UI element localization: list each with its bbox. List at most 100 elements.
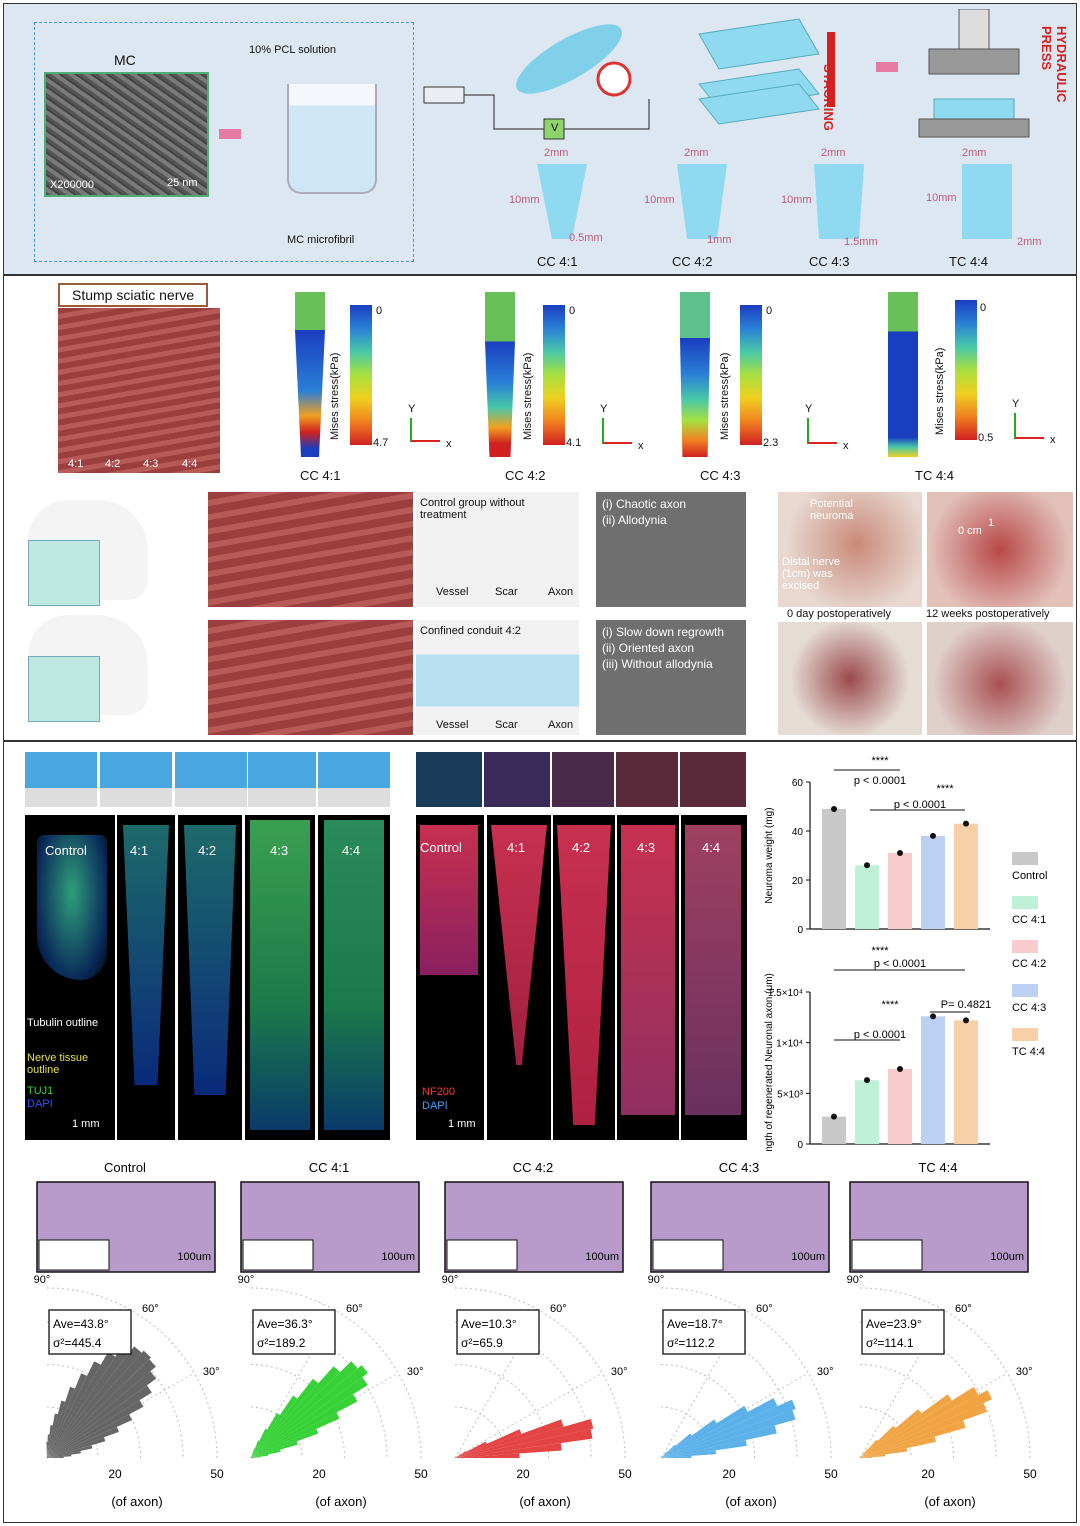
rose-wedge [251, 1394, 358, 1458]
scale-label: 1 mm [448, 1118, 476, 1130]
p-value: p < 0.0001 [874, 958, 926, 970]
y-tick-label: 0 [797, 925, 803, 936]
angle-label: 30° [407, 1366, 424, 1378]
he-scale: 100um [990, 1251, 1024, 1263]
rose-wedge [661, 1410, 796, 1458]
he-inset [446, 1239, 518, 1271]
bar [822, 808, 846, 929]
p-value: p < 0.0001 [854, 1029, 906, 1041]
neuroma-label: Potential neuroma [810, 498, 854, 522]
conduit-cc41 [537, 164, 587, 239]
axis-x-label: x [638, 440, 644, 452]
conduit-name: CC 4:2 [672, 254, 713, 269]
conduit-len: 10mm [926, 192, 957, 204]
rose-wedge [860, 1425, 896, 1458]
nerve-closeup [208, 492, 413, 607]
he-title: CC 4:2 [513, 1160, 553, 1175]
tuj1-image [245, 815, 315, 1140]
data-point [897, 1066, 903, 1073]
bar [954, 823, 978, 929]
stats-var: σ²=114.1 [866, 1336, 914, 1350]
legend-scar: Scar [495, 586, 518, 598]
axis-x-label: x [1050, 434, 1056, 446]
axis-unit: (of axon) [315, 1494, 366, 1509]
rose-wedge [860, 1403, 988, 1458]
legend-nerve: Nerve tissue outline [27, 1052, 89, 1076]
rose-wedge [251, 1449, 281, 1458]
y-tick-label: 60 [792, 778, 804, 789]
bar [954, 1020, 978, 1144]
axis-icon [807, 418, 837, 444]
y-axis-label: Length of regenerated Neuronal axon (μm) [764, 973, 775, 1152]
rose-wedge [860, 1390, 993, 1458]
colorbar-min: 0 [980, 302, 987, 314]
ratio-label: 4:2 [105, 458, 121, 470]
rose-wedge [860, 1394, 952, 1458]
rose-wedge [47, 1413, 58, 1458]
rose-wedge [251, 1428, 268, 1458]
hydraulic-label: HYDRAULIC PRESS [1039, 26, 1069, 103]
rose-wedge [251, 1456, 261, 1458]
nf200-image [681, 815, 747, 1140]
angle-label: 90° [442, 1274, 459, 1286]
nf200-image [487, 815, 551, 1140]
rose-wedge [47, 1373, 88, 1458]
rose-grid [250, 1406, 303, 1459]
stacking-label: STACKING [821, 64, 836, 131]
fea-name: CC 4:3 [700, 468, 741, 483]
nf200-image [617, 815, 679, 1140]
rose-wedge [661, 1455, 692, 1458]
bar [921, 1016, 945, 1144]
rose-wedge [455, 1419, 594, 1458]
week12-label: 12 weeks postoperatively [926, 608, 1050, 620]
axis-unit: (of axon) [725, 1494, 776, 1509]
rose-wedge [661, 1419, 717, 1458]
rose-wedge [251, 1448, 255, 1458]
nf200-thumb [680, 752, 746, 807]
scale-label: 1 mm [72, 1118, 100, 1130]
rose-wedge [251, 1365, 368, 1458]
gross-photo [175, 752, 247, 807]
rose-grid [250, 1321, 388, 1459]
y-tick-label: 40 [792, 827, 804, 838]
colorbar-min: 0 [766, 305, 773, 317]
gross-photo [318, 752, 390, 807]
rose-wedge [860, 1439, 878, 1458]
data-point [831, 1113, 837, 1120]
he-inset [242, 1239, 314, 1271]
nf200-thumb [484, 752, 550, 807]
radius-tick: 20 [921, 1467, 935, 1481]
legend-swatch [1012, 896, 1038, 909]
conduit-bot: 0.5mm [569, 232, 603, 244]
stats-var: σ²=112.2 [667, 1336, 715, 1350]
rose-wedge [860, 1386, 979, 1458]
group-label: Control [45, 843, 87, 858]
control-outcome-box: (i) Chaotic axon (ii) Allodynia [596, 492, 746, 607]
he-rose-section: Control 100um 90° 60° 30° 20 50 (of axon) Ave=43… [34, 1160, 1037, 1509]
tuj1-image [25, 815, 115, 1140]
conduit-name: TC 4:4 [949, 254, 989, 269]
rose-wedge [251, 1378, 319, 1458]
legend-tuj1: TUJ1 [27, 1085, 54, 1097]
rose-wedge [860, 1448, 908, 1458]
bar [888, 1069, 912, 1144]
nf200-image [553, 815, 615, 1140]
stats-var: σ²=65.9 [461, 1336, 503, 1350]
tuj1-image [117, 815, 175, 1140]
he-inset [851, 1239, 923, 1271]
rose-wedge [860, 1436, 936, 1458]
legend-axon: Axon [548, 719, 574, 731]
he-scale: 100um [791, 1251, 825, 1263]
colorbar-max: 0.5 [978, 432, 994, 444]
rat-block [28, 656, 100, 722]
tuj1-image [318, 815, 390, 1140]
rose-wedge [251, 1428, 319, 1458]
p-value: P= 0.4821 [941, 999, 991, 1011]
group-label: Control [420, 840, 462, 855]
axis-unit: (of axon) [519, 1494, 570, 1509]
he-scale: 100um [585, 1251, 619, 1263]
nerve-closeup [208, 620, 413, 735]
stats-box [252, 1309, 336, 1355]
conduit-len: 10mm [509, 194, 540, 206]
rose-wedge [251, 1395, 298, 1458]
